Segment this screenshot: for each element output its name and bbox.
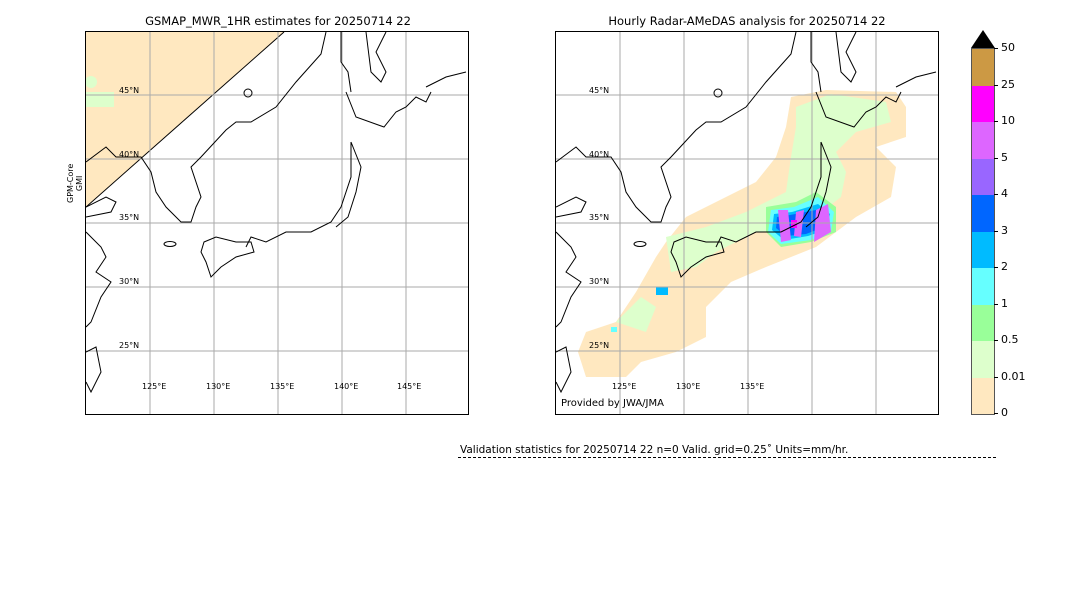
left-lon-label-125: 125°E: [142, 382, 167, 391]
right-panel-title: Hourly Radar-AMeDAS analysis for 2025071…: [608, 14, 886, 28]
colorbar-seg-0.5-1: [972, 304, 994, 341]
right-lat-label-35: 35°N: [589, 213, 610, 222]
colorbar-tick-4: 4: [994, 187, 1008, 200]
right-lon-label-135: 135°E: [740, 382, 765, 391]
left-lat-label-45: 45°N: [119, 86, 140, 95]
right-map: [555, 31, 939, 415]
colorbar-seg-3-4: [972, 195, 994, 232]
right-lon-label-130: 130°E: [676, 382, 701, 391]
left-map-graphic: [86, 32, 468, 414]
right-lat-label-45: 45°N: [589, 86, 610, 95]
left-lon-label-135: 135°E: [270, 382, 295, 391]
left-lat-label-30: 30°N: [119, 277, 140, 286]
colorbar: [971, 48, 995, 415]
colorbar-tick-50: 50: [994, 41, 1015, 54]
colorbar-tick-0.01: 0.01: [994, 370, 1026, 383]
left-panel-title: GSMAP_MWR_1HR estimates for 20250714 22: [145, 14, 411, 28]
colorbar-seg-10-25: [972, 85, 994, 122]
right-lat-label-40: 40°N: [589, 150, 610, 159]
left-lat-label-25: 25°N: [119, 341, 140, 350]
colorbar-tick-3: 3: [994, 224, 1008, 237]
colorbar-tick-5: 5: [994, 151, 1008, 164]
validation-statistics: Validation statistics for 20250714 22 n=…: [460, 444, 849, 456]
validation-divider: [458, 457, 996, 458]
left-lon-label-145: 145°E: [397, 382, 422, 391]
left-lat-label-40: 40°N: [119, 150, 140, 159]
right-lat-label-25: 25°N: [589, 341, 610, 350]
colorbar-seg-0.01-0.5: [972, 341, 994, 378]
colorbar-tick-1: 1: [994, 297, 1008, 310]
colorbar-seg-5-10: [972, 122, 994, 159]
left-panel-sensor-label: GPM-Core GMI: [66, 163, 84, 203]
colorbar-tick-10: 10: [994, 114, 1015, 127]
colorbar-extend-arrow: [971, 30, 995, 48]
colorbar-seg-0-0.01: [972, 377, 994, 414]
colorbar-tick-0.5: 0.5: [994, 333, 1019, 346]
right-map-graphic: [556, 32, 938, 414]
colorbar-tick-0: 0: [994, 406, 1008, 419]
colorbar-seg-1-2: [972, 268, 994, 305]
colorbar-tick-2: 2: [994, 260, 1008, 273]
left-lon-label-130: 130°E: [206, 382, 231, 391]
colorbar-seg-2-3: [972, 231, 994, 268]
right-lat-label-30: 30°N: [589, 277, 610, 286]
colorbar-seg-25-50: [972, 49, 994, 86]
left-map: [85, 31, 469, 415]
data-credit: Provided by JWA/JMA: [561, 398, 664, 409]
left-lat-label-35: 35°N: [119, 213, 140, 222]
left-lon-label-140: 140°E: [334, 382, 359, 391]
right-lon-label-125: 125°E: [612, 382, 637, 391]
colorbar-tick-25: 25: [994, 78, 1015, 91]
colorbar-seg-4-5: [972, 158, 994, 195]
